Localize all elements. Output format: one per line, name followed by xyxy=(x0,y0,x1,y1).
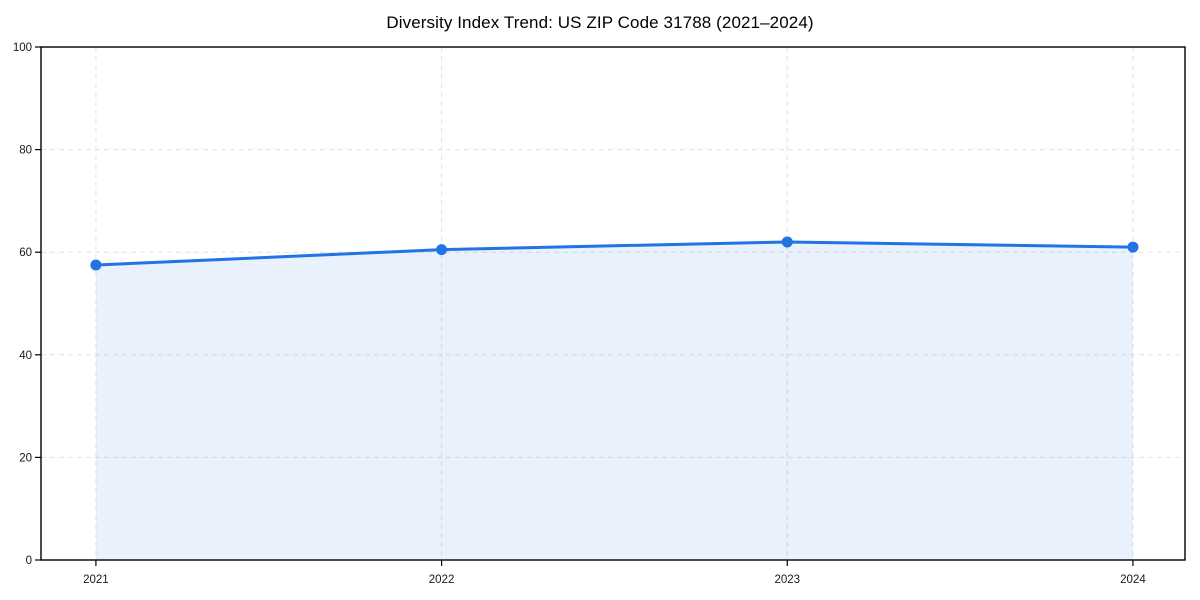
data-point-2021 xyxy=(90,259,102,271)
y-axis-tick-label: 100 xyxy=(13,42,32,54)
y-axis-tick-label: 80 xyxy=(19,145,32,157)
trend-line xyxy=(94,240,1135,267)
x-axis-tick-label: 2021 xyxy=(83,574,109,586)
y-axis-tick-label: 0 xyxy=(26,555,32,567)
y-axis-tick-label: 60 xyxy=(19,247,32,259)
y-axis-tick-label: 20 xyxy=(19,452,32,464)
x-axis-tick-label: 2024 xyxy=(1120,574,1146,586)
x-axis-tick-label: 2022 xyxy=(429,574,455,586)
chart-title: Diversity Index Trend: US ZIP Code 31788… xyxy=(386,13,814,32)
data-point-2024 xyxy=(1127,241,1139,253)
x-axis-tick-label: 2023 xyxy=(774,574,800,586)
data-point-2022 xyxy=(436,244,448,256)
data-point-2023 xyxy=(781,236,793,248)
plot-border xyxy=(40,46,1186,561)
area-fill xyxy=(95,241,1133,560)
y-axis-tick-label: 40 xyxy=(19,350,32,362)
